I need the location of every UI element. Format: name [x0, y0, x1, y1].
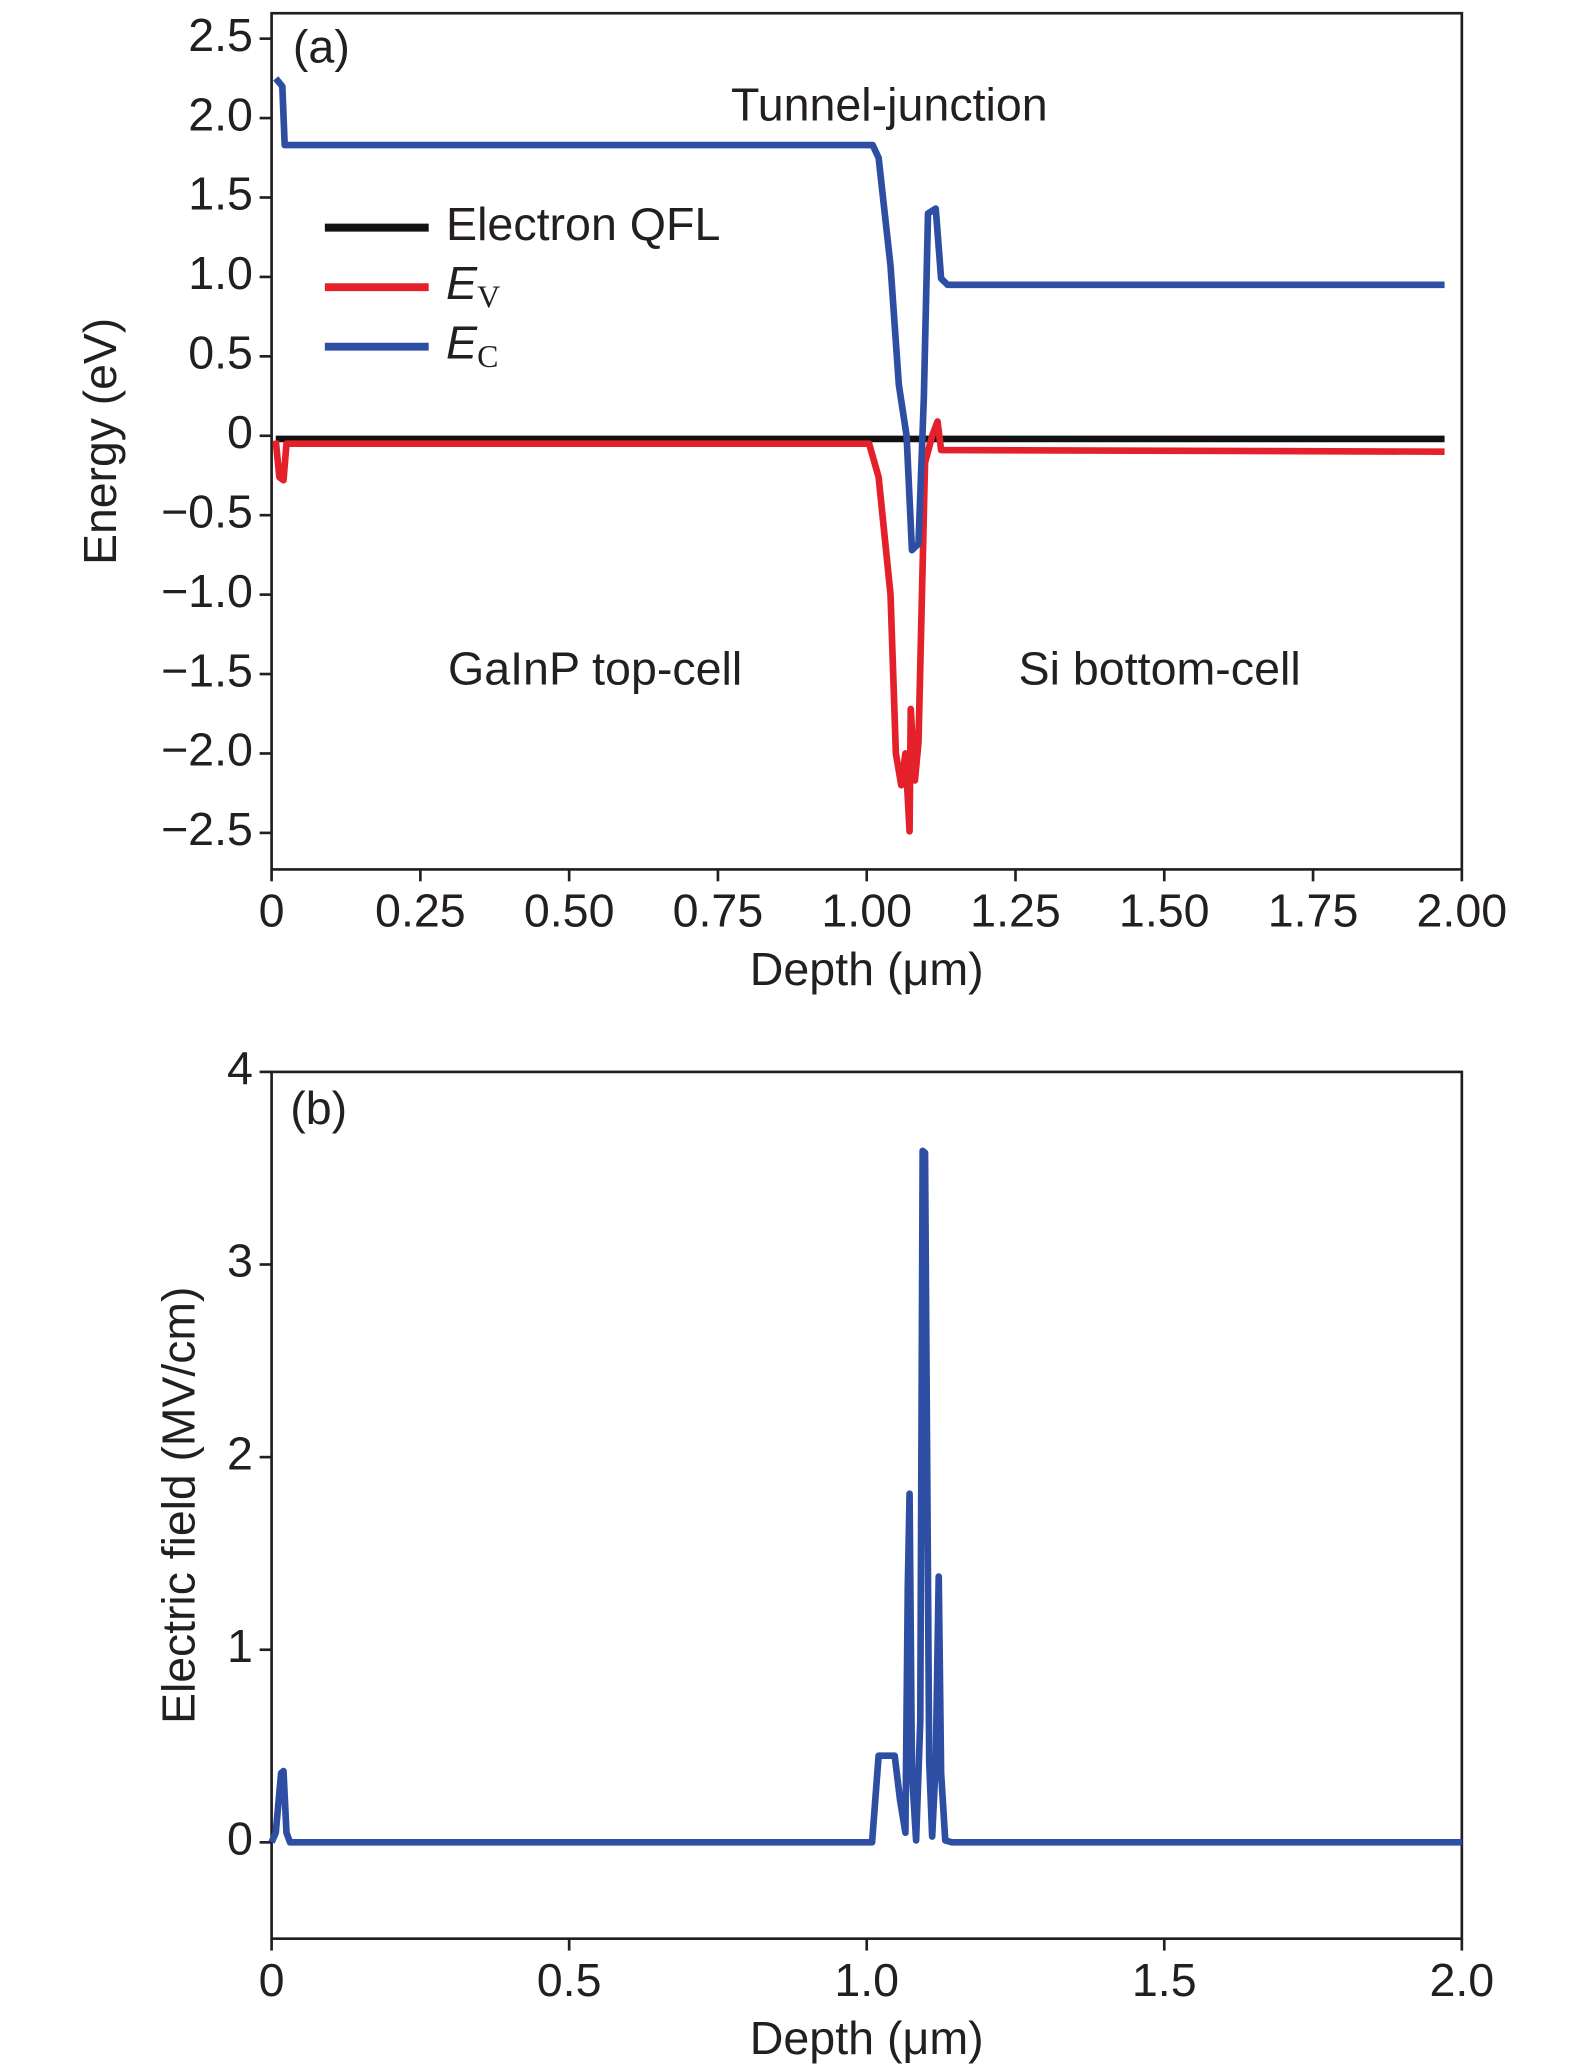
x-tick-label: 1.25	[970, 885, 1061, 937]
legend-label: EC	[446, 317, 498, 374]
annotation: (b)	[290, 1082, 347, 1134]
y-tick-label: 1.0	[188, 247, 253, 299]
x-tick-label: 1.50	[1119, 885, 1210, 937]
annotation: Tunnel-junction	[731, 79, 1048, 131]
y-tick-label: 2.0	[188, 88, 253, 140]
y-tick-label: 2.5	[188, 9, 253, 61]
y-tick-label: 2	[227, 1427, 253, 1479]
y-tick-label: 4	[227, 1042, 253, 1094]
x-tick-label: 1.00	[821, 885, 912, 937]
y-tick-label: −2.0	[161, 724, 253, 776]
y-tick-label: 0	[227, 406, 253, 458]
y-tick-label: −1.5	[161, 644, 253, 696]
annotation: Si bottom-cell	[1019, 643, 1301, 695]
x-tick-label: 0.75	[673, 885, 764, 937]
data-line	[268, 1147, 1462, 1846]
plot-frame	[270, 1070, 1464, 1940]
y-tick-label: 1.5	[188, 168, 253, 220]
data-line	[272, 418, 1445, 835]
y-tick-label: −2.5	[161, 803, 253, 855]
y-tick-label: 0	[227, 1813, 253, 1865]
x-axis-label: Depth (μm)	[750, 943, 984, 995]
annotation: (a)	[293, 21, 350, 73]
y-tick-label: 0.5	[188, 327, 253, 379]
x-tick-label: 0.5	[537, 1954, 602, 2006]
y-tick-label: 1	[227, 1620, 253, 1672]
x-tick-label: 0.50	[524, 885, 615, 937]
x-tick-label: 0	[259, 885, 285, 937]
x-axis-label: Depth (μm)	[750, 2012, 984, 2064]
x-tick-label: 2.00	[1417, 885, 1508, 937]
annotation: GaInP top-cell	[448, 643, 742, 695]
legend-label: Electron QFL	[446, 198, 720, 250]
y-tick-label: −0.5	[161, 486, 253, 538]
x-tick-label: 1.5	[1132, 1954, 1197, 2006]
x-tick-label: 2.0	[1429, 1954, 1494, 2006]
y-tick-label: −1.0	[161, 565, 253, 617]
data-line	[273, 76, 1445, 554]
legend-label: EV	[446, 258, 500, 315]
x-tick-label: 0	[259, 1954, 285, 2006]
x-tick-label: 0.25	[375, 885, 466, 937]
y-axis-label: Electric field (MV/cm)	[153, 1287, 205, 1724]
x-tick-label: 1.75	[1268, 885, 1359, 937]
x-tick-label: 1.0	[834, 1954, 899, 2006]
y-tick-label: 3	[227, 1235, 253, 1287]
y-axis-label: Energy (eV)	[74, 318, 126, 565]
